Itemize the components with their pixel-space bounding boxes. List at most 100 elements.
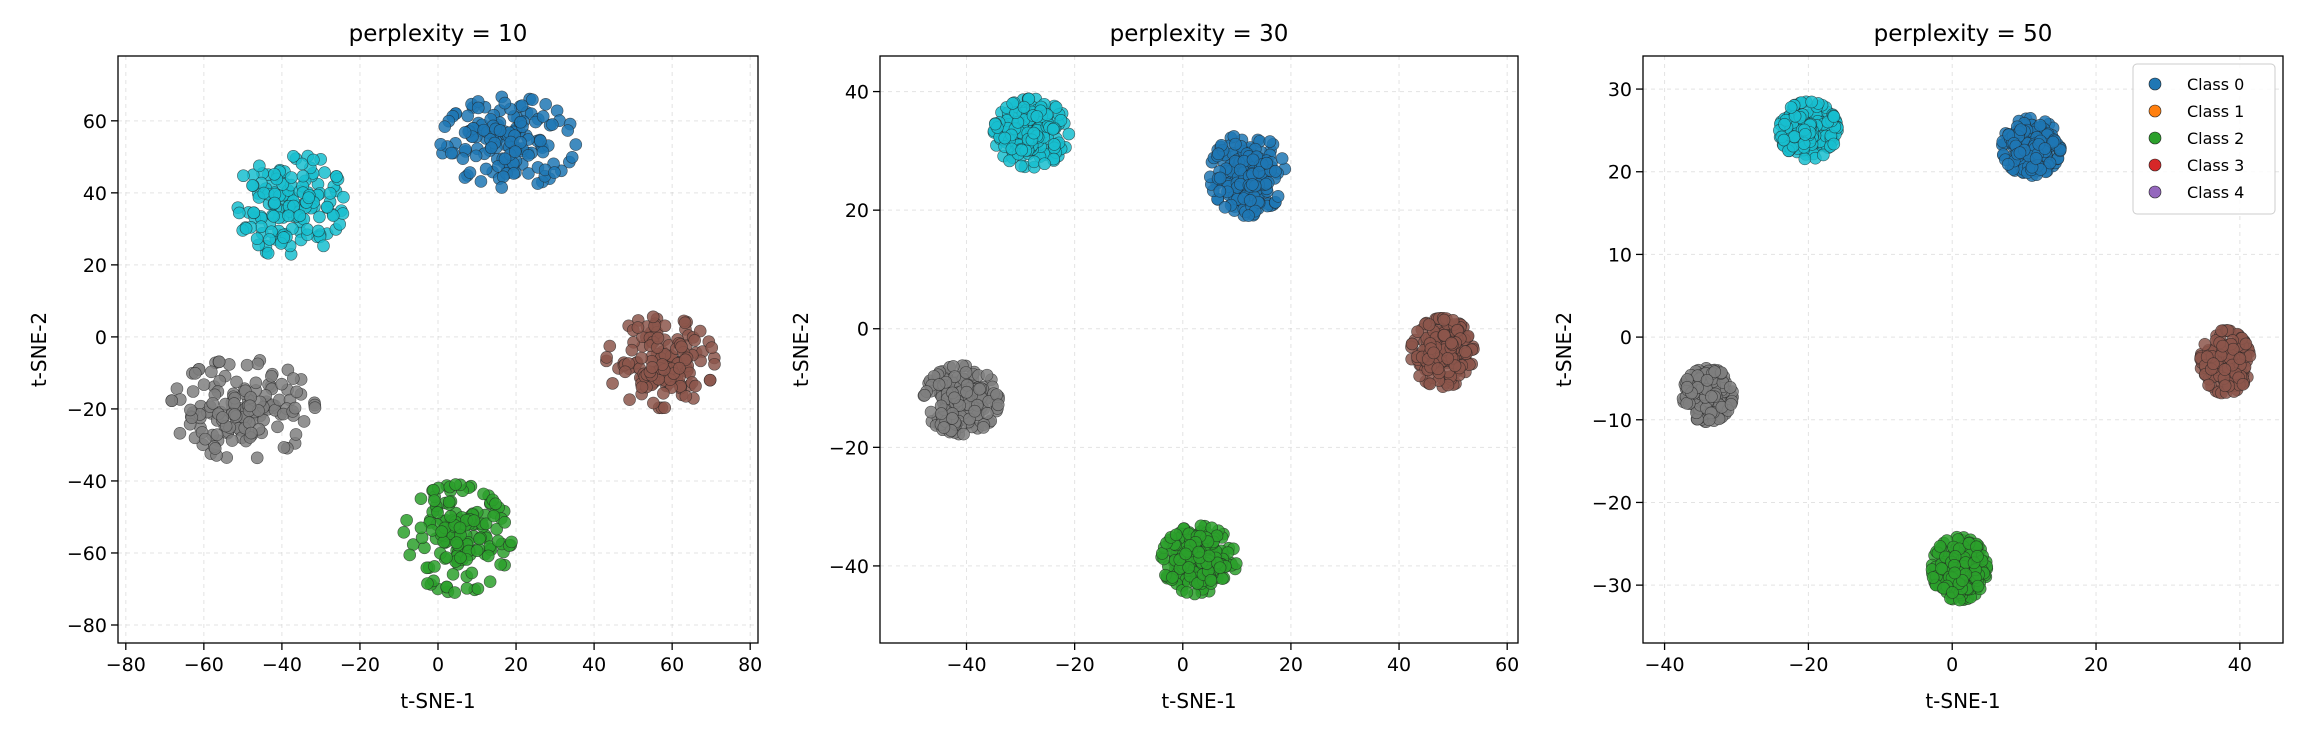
- cluster-3-point: [932, 378, 946, 391]
- points-layer: [165, 90, 721, 599]
- cluster-2-point: [2198, 338, 2212, 351]
- cluster-0-point: [1233, 163, 1247, 177]
- points-layer: [917, 92, 1480, 601]
- cluster-1-point: [1003, 154, 1016, 168]
- cluster-0-point: [1259, 177, 1273, 191]
- cluster-1-point: [1014, 159, 1028, 173]
- cluster-4-point: [440, 551, 453, 564]
- y-tick-label: −20: [1592, 492, 1632, 514]
- cluster-4-point: [442, 495, 456, 509]
- cluster-0-point: [2001, 157, 2015, 171]
- cluster-0-point: [1263, 135, 1277, 148]
- cluster-1-point: [312, 224, 325, 238]
- cluster-3-point: [287, 372, 300, 385]
- y-tick-label: 10: [1608, 244, 1632, 266]
- cluster-4-point: [1229, 557, 1243, 570]
- cluster-2-point: [646, 310, 660, 324]
- cluster-0-point: [522, 167, 535, 180]
- cluster-1-point: [1805, 95, 1818, 109]
- cluster-4-point: [470, 544, 484, 558]
- y-tick-label: 20: [83, 255, 107, 277]
- y-tick-label: 40: [83, 183, 107, 205]
- cluster-2-point: [1459, 345, 1472, 358]
- y-tick-label: −30: [1592, 575, 1632, 597]
- cluster-1-point: [296, 169, 310, 183]
- cluster-4-point: [465, 566, 479, 580]
- cluster-2-point: [2233, 352, 2247, 365]
- cluster-3-point: [289, 428, 303, 441]
- cluster-1-point: [1006, 97, 1019, 110]
- cluster-0-point: [496, 170, 510, 184]
- cluster-4-point: [1166, 571, 1179, 584]
- cluster-0-point: [534, 134, 547, 148]
- x-tick-label: 40: [582, 654, 606, 676]
- cluster-4-point: [1169, 528, 1183, 542]
- cluster-0-point: [1229, 137, 1242, 151]
- cluster-3-point: [250, 451, 264, 465]
- cluster-1-point: [1015, 143, 1028, 157]
- cluster-3-point: [918, 388, 931, 402]
- cluster-1-point: [268, 167, 281, 181]
- cluster-2-point: [2239, 337, 2253, 351]
- points-layer: [1676, 95, 2257, 607]
- cluster-3-point: [1680, 397, 1694, 410]
- cluster-3-point: [243, 399, 257, 413]
- legend-label: Class 3: [2187, 156, 2244, 175]
- cluster-1-point: [1049, 101, 1063, 114]
- cluster-0-point: [526, 93, 539, 106]
- cluster-0-point: [1218, 200, 1232, 214]
- cluster-1-point: [293, 209, 307, 222]
- cluster-0-point: [463, 166, 477, 179]
- cluster-0-point: [569, 138, 583, 151]
- cluster-3-point: [945, 412, 959, 425]
- cluster-0-point: [1260, 156, 1273, 170]
- cluster-2-point: [647, 396, 660, 410]
- x-tick-label: −80: [106, 654, 146, 676]
- cluster-4-point: [489, 497, 502, 511]
- cluster-4-point: [1948, 566, 1962, 580]
- cluster-0-point: [1242, 209, 1255, 222]
- cluster-3-point: [210, 428, 224, 442]
- cluster-3-point: [980, 368, 994, 382]
- legend-label: Class 4: [2187, 183, 2244, 202]
- cluster-0-point: [1212, 147, 1225, 161]
- cluster-1-point: [323, 187, 337, 200]
- cluster-0-point: [548, 166, 561, 179]
- x-tick-label: 40: [2228, 654, 2252, 676]
- cluster-0-point: [1213, 171, 1227, 185]
- cluster-3-point: [1680, 381, 1694, 394]
- cluster-1-point: [1784, 101, 1798, 114]
- cluster-3-point: [184, 403, 197, 417]
- cluster-4-point: [505, 535, 518, 549]
- cluster-3-point: [212, 355, 226, 369]
- legend-marker: [2148, 131, 2162, 145]
- cluster-3-point: [230, 375, 243, 389]
- cluster-1-point: [263, 233, 276, 246]
- cluster-1-point: [300, 223, 314, 236]
- cluster-3-point: [188, 367, 202, 380]
- cluster-0-point: [493, 124, 507, 137]
- cluster-4-point: [481, 549, 495, 563]
- cluster-3-point: [948, 370, 962, 383]
- cluster-4-point: [397, 526, 411, 539]
- cluster-1-point: [232, 206, 246, 220]
- cluster-0-point: [1213, 184, 1227, 198]
- cluster-1-point: [302, 191, 315, 205]
- cluster-2-point: [618, 365, 632, 379]
- cluster-0-point: [469, 149, 483, 163]
- y-axis-label: t-SNE-2: [789, 312, 813, 387]
- cluster-2-point: [631, 321, 645, 334]
- scatter-panel-2: −40 −20 0 20 40 60 −40 −20 0 20 40 perplexity = 30 t…: [789, 21, 1519, 713]
- y-tick-label: 0: [857, 319, 869, 341]
- legend-label: Class 1: [2187, 102, 2244, 121]
- cluster-3-point: [959, 366, 973, 379]
- cluster-2-point: [2202, 378, 2215, 392]
- cluster-1-point: [1777, 133, 1791, 147]
- cluster-0-point: [1246, 153, 1260, 167]
- cluster-1-point: [317, 239, 330, 253]
- cluster-0-point: [561, 124, 575, 137]
- y-tick-label: −20: [67, 399, 107, 421]
- cluster-4-point: [449, 478, 462, 491]
- cluster-4-point: [491, 534, 505, 548]
- cluster-0-point: [1275, 152, 1289, 165]
